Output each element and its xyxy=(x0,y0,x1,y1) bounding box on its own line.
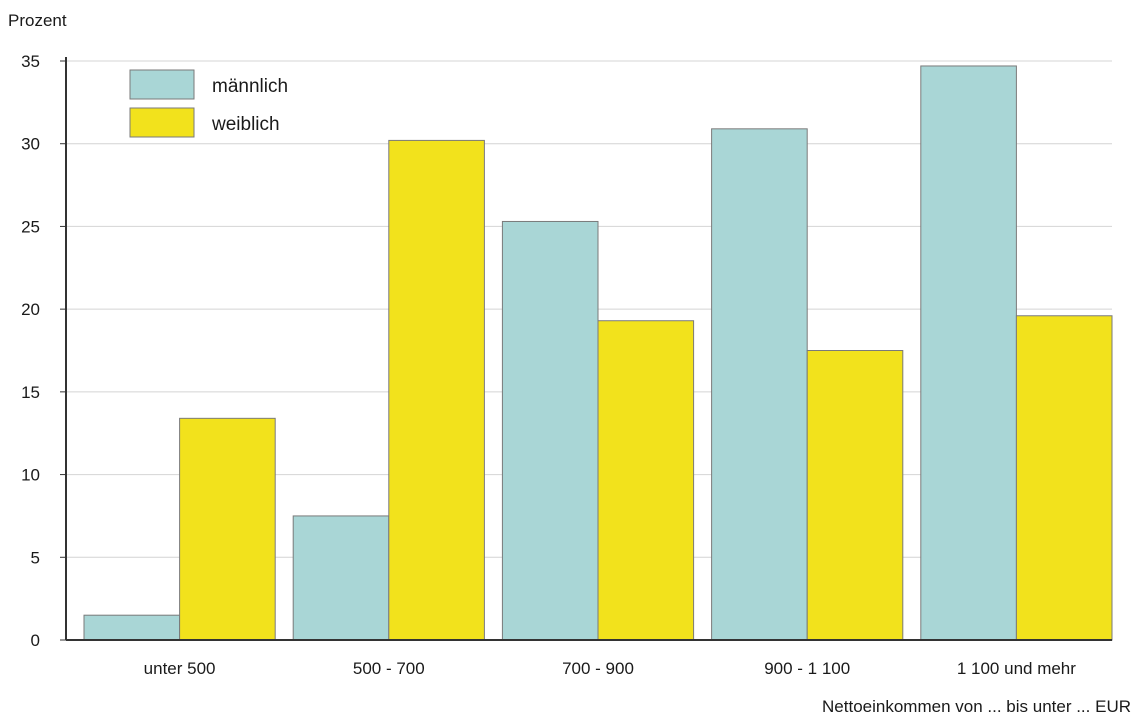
legend-label: weiblich xyxy=(211,114,280,135)
bars xyxy=(83,65,1113,641)
y-tick-label: 35 xyxy=(21,52,40,71)
x-tick-label: 500 - 700 xyxy=(353,659,425,678)
legend-label: männlich xyxy=(212,76,288,97)
y-tick-label: 10 xyxy=(21,466,40,485)
y-tick-label: 25 xyxy=(21,217,40,236)
x-tick-label: 1 100 und mehr xyxy=(957,659,1076,678)
axes xyxy=(60,57,1112,641)
bar-maennlich xyxy=(920,65,1017,641)
x-tick-label: 900 - 1 100 xyxy=(764,659,850,678)
bar-maennlich xyxy=(292,515,390,641)
legend-swatch xyxy=(129,107,195,138)
bar-weiblich xyxy=(806,350,904,641)
bar-maennlich xyxy=(501,220,599,641)
bar-weiblich xyxy=(1015,315,1113,641)
y-tick-labels: 0 5 10 15 20 25 30 35 xyxy=(21,52,40,650)
x-tick-label: 700 - 900 xyxy=(562,659,634,678)
y-tick-label: 20 xyxy=(21,300,40,319)
y-tick-label: 5 xyxy=(31,548,40,567)
legend: männlich weiblich xyxy=(129,69,288,138)
bar-weiblich xyxy=(179,417,276,641)
bar-maennlich xyxy=(711,128,808,641)
y-tick-label: 15 xyxy=(21,383,40,402)
bar-maennlich xyxy=(83,614,181,641)
legend-swatch xyxy=(129,69,195,100)
y-tick-label: 30 xyxy=(21,135,40,154)
x-tick-labels: unter 500 500 - 700 700 - 900 900 - 1 100 1 … xyxy=(144,659,1077,678)
y-tick-label: 0 xyxy=(31,631,40,650)
bar-weiblich xyxy=(388,139,485,641)
x-tick-label: unter 500 xyxy=(144,659,216,678)
bar-weiblich xyxy=(597,320,695,641)
y-axis-label: Prozent xyxy=(8,11,67,30)
x-axis-label: Nettoeinkommen von ... bis unter ... EUR xyxy=(822,697,1131,716)
